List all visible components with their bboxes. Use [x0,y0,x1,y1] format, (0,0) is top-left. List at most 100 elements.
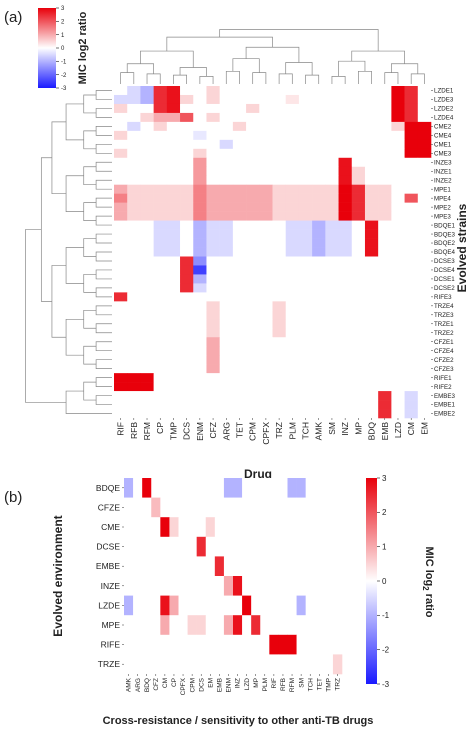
heatmap-cell [219,202,234,212]
heatmap-cell [114,220,128,230]
heatmap-cell [246,175,260,185]
heatmap-cell [259,400,273,410]
heatmap-cell [332,556,343,577]
heatmap-cell [364,157,379,168]
heatmap-cell [404,292,419,302]
heatmap-cell [391,86,405,96]
heatmap-cell [391,103,405,114]
heatmap-cell [142,595,152,616]
heatmap-cell [351,373,366,383]
heatmap-cell [169,517,179,538]
column-label: EM [419,422,429,435]
heatmap-cell [296,497,306,518]
heatmap-cell [133,497,143,518]
colorbar-tick-label: -1 [61,59,67,65]
column-label: ARG [221,422,231,440]
heatmap-cell [272,184,287,194]
heatmap-cell [206,283,220,293]
heatmap-cell [166,229,181,239]
heatmap-cell [153,157,168,168]
heatmap-cell [296,576,306,596]
heatmap-cell [417,265,432,275]
heatmap-cell [364,184,379,194]
heatmap-cell [378,283,392,293]
heatmap-cell [246,310,260,320]
heatmap-cell [166,346,181,356]
heatmap-cell [232,292,247,302]
heatmap-cell [206,86,220,96]
heatmap-cell [378,409,392,419]
heatmap-cell [298,166,313,177]
heatmap-cell [314,478,325,498]
heatmap-cell [206,220,220,230]
heatmap-cell [338,346,353,356]
heatmap-cell [314,634,325,655]
heatmap-cell [151,654,161,675]
dendrogram-branch [95,143,112,154]
heatmap-cell [325,355,339,365]
colorbar-tick-label: -3 [61,86,67,92]
heatmap-cell [180,121,194,132]
heatmap-cell [272,238,287,248]
heatmap-cell [417,112,432,123]
heatmap-cell [260,576,270,596]
heatmap-cell [325,229,339,239]
heatmap-cell [206,130,220,141]
heatmap-cell [312,202,326,212]
column-label: LZD [244,678,251,691]
heatmap-cell [272,256,287,266]
row-label: EMBE1 [434,402,456,409]
heatmap-cell [206,139,220,150]
heatmap-cell [285,274,300,284]
column-label: MP [353,422,363,435]
heatmap-cell [305,615,316,636]
heatmap-cell [153,337,168,347]
heatmap-cell [246,355,260,365]
heatmap-cell [196,576,207,596]
heatmap-cell [205,517,216,538]
heatmap-cell [417,148,432,159]
heatmap-cell [166,400,181,410]
heatmap-cell [404,373,419,383]
heatmap-cell [180,373,194,383]
heatmap-cell [364,121,379,132]
heatmap-cell [259,139,273,150]
heatmap-cell [180,148,194,159]
heatmap-cell [223,556,234,577]
heatmap-cell [417,166,432,177]
row-label: RIFE1 [434,375,452,382]
column-label: DCS [198,677,205,691]
heatmap-cell [219,364,234,374]
heatmap-cell [298,229,313,239]
heatmap-cell [364,319,379,329]
heatmap-cell [391,211,405,221]
heatmap-cell [246,382,260,392]
heatmap-cell [142,556,152,577]
heatmap-cell [140,193,154,203]
row-label: DCSE1 [434,276,455,283]
heatmap-cell [223,654,234,675]
heatmap-cell [391,373,405,383]
heatmap-cell [242,595,252,616]
heatmap-cell [193,103,207,114]
column-label: SM [327,422,337,435]
heatmap-cell [233,654,243,675]
heatmap-cell [391,292,405,302]
heatmap-cell [140,166,154,177]
heatmap-cell [312,337,326,347]
heatmap-cell [114,247,128,257]
heatmap-cell [296,615,306,636]
heatmap-cell [338,238,353,248]
heatmap-cell [378,148,392,159]
heatmap-cell [305,634,316,655]
heatmap-cell [338,184,353,194]
heatmap-cell [114,328,128,338]
heatmap-cell [251,595,261,616]
panel-b-row-labels: BDQE CFZE CME DCSE EMBE INZE LZDE MPE RIFE TRZE [96,483,124,669]
heatmap-cell [378,121,392,132]
heatmap-cell [214,536,225,557]
column-label: TET [234,422,244,438]
heatmap-cell [312,292,326,302]
heatmap-cell [278,576,288,596]
